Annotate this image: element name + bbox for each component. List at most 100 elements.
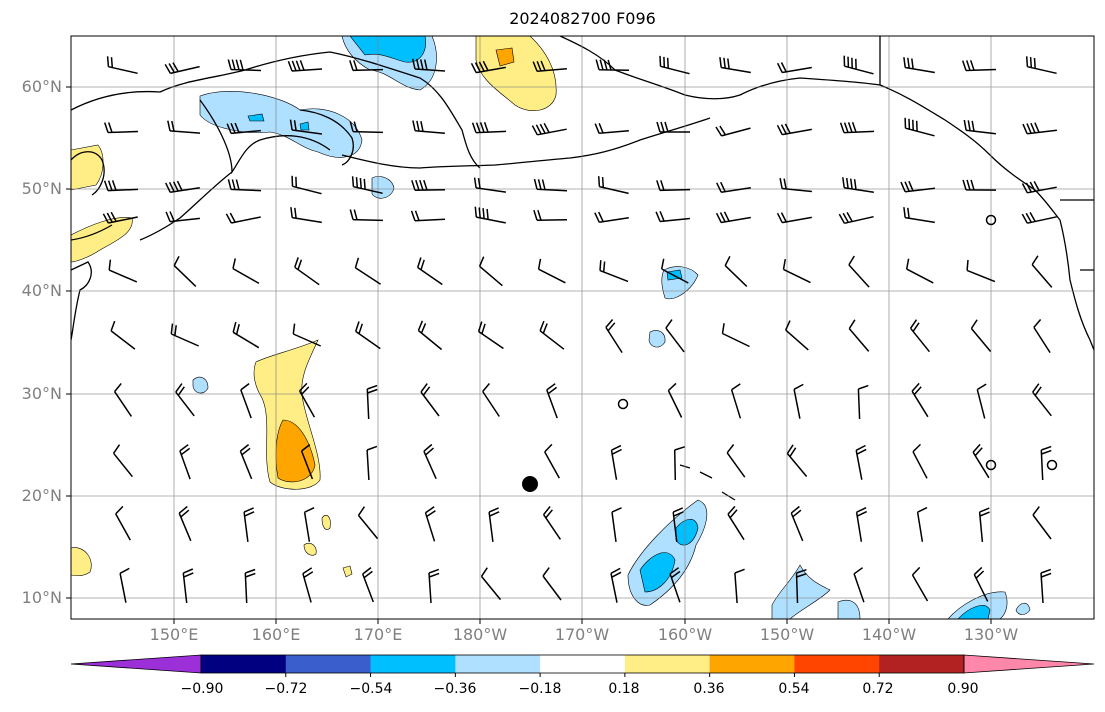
wind-barb: [164, 62, 200, 75]
wind-barb: [672, 507, 684, 542]
wind-barb: [366, 445, 378, 481]
wind-barb: [667, 382, 683, 418]
border-us-canada: [879, 36, 1094, 271]
wind-barb: [411, 58, 446, 72]
wind-barb: [354, 257, 382, 285]
wind-barb: [839, 122, 875, 134]
wind-barb: [532, 60, 567, 73]
wind-barb: [410, 210, 446, 222]
contour-blue-small3: [648, 330, 666, 348]
colorbar-tick-label: −0.90: [180, 681, 224, 697]
lon-label-140w: 140°W: [861, 625, 917, 644]
wind-barb: [855, 444, 867, 480]
wind-barb: [665, 319, 685, 353]
wind-barb: [597, 176, 629, 195]
lon-label-180w: 180°W: [452, 625, 508, 644]
wind-barb: [903, 207, 935, 224]
wind-barb: [659, 55, 690, 75]
wind-barb: [599, 260, 629, 283]
wind-barb: [660, 258, 689, 284]
wind-barb: [776, 123, 812, 136]
colorbar-tick-label: 0.36: [693, 681, 725, 697]
wind-barb: [287, 60, 323, 72]
coast-sakhalin-kurils: [139, 171, 233, 241]
wind-barb: [225, 212, 261, 224]
calm-circle: [985, 214, 997, 226]
colorbar-tick-label: 0.54: [778, 681, 810, 697]
wind-barb: [1025, 56, 1057, 75]
wind-barb: [779, 178, 812, 193]
wind-barb: [546, 383, 558, 419]
coast-alaska: [559, 36, 1061, 221]
coast-na-west: [1059, 219, 1094, 351]
contour-cyan-okhotsk: [247, 113, 265, 122]
coastlines: [71, 36, 1094, 501]
wind-barb: [361, 567, 375, 603]
wind-barb: [786, 444, 808, 477]
wind-barb: [785, 320, 809, 351]
wind-barb: [119, 567, 130, 603]
lon-label-150e: 150°E: [149, 625, 199, 644]
wind-barb: [533, 209, 568, 221]
wind-barb: [542, 567, 562, 601]
wind-barb: [243, 507, 255, 542]
wind-barb: [1031, 255, 1053, 288]
wind-barb: [972, 443, 990, 479]
wind-barb: [420, 383, 440, 417]
wind-barb: [715, 211, 751, 224]
storm-center-marker: [522, 476, 538, 492]
wind-barb: [842, 177, 874, 194]
wind-barb: [173, 255, 197, 287]
wind-barb: [298, 382, 316, 418]
lat-label-40n: 40°N: [21, 281, 62, 300]
wind-barb: [290, 207, 322, 224]
wind-barb: [488, 507, 500, 542]
colorbar-tick-label: −0.36: [433, 681, 477, 697]
contour-yellow-left: [71, 547, 92, 577]
wind-barb: [165, 211, 200, 223]
wind-barb: [102, 211, 138, 224]
wind-barb: [719, 57, 751, 74]
wind-barb: [610, 444, 622, 480]
wind-barb: [428, 568, 440, 604]
wind-barb: [108, 259, 138, 283]
axis-ticks: [66, 86, 992, 624]
contour-cyan-se3: [957, 605, 991, 619]
calm-circle: [1046, 459, 1058, 471]
lon-label-150w: 150°W: [759, 625, 815, 644]
map-title: 2024082700 F096: [509, 9, 656, 28]
wind-barb: [776, 62, 812, 74]
wind-barb: [905, 258, 934, 284]
coast-okhotsk: [199, 99, 331, 175]
wind-barb: [474, 206, 506, 224]
wind-barb: [349, 60, 384, 72]
wind-barb: [471, 122, 507, 134]
wind-barb: [966, 259, 996, 283]
wind-barb: [970, 319, 992, 352]
contour-cyan-okhotsk2: [299, 121, 310, 131]
wind-barb: [605, 319, 623, 354]
wind-barb: [292, 323, 322, 347]
wind-barb: [354, 321, 381, 350]
wind-barb: [411, 179, 446, 191]
coast-japan: [71, 151, 113, 341]
wind-barb: [103, 122, 139, 134]
wind-barbs: [102, 55, 1057, 604]
wind-barb: [1022, 122, 1057, 135]
wind-barb: [673, 446, 685, 481]
wind-barb: [724, 255, 748, 287]
contour-blue-se4: [1015, 602, 1031, 615]
coast-aleutians: [341, 117, 711, 169]
contour-blue-se1: [771, 564, 831, 619]
wind-barb: [656, 180, 691, 192]
contour-blue-aleutian: [371, 176, 395, 199]
contour-blue-okhotsk: [199, 91, 363, 158]
wind-barb: [357, 506, 379, 540]
wind-barb: [838, 212, 874, 225]
wind-barb: [478, 256, 503, 287]
wind-barb: [240, 383, 252, 419]
wind-barb: [226, 122, 261, 135]
lon-label-160w: 160°W: [657, 625, 713, 644]
wind-barb: [790, 505, 804, 542]
